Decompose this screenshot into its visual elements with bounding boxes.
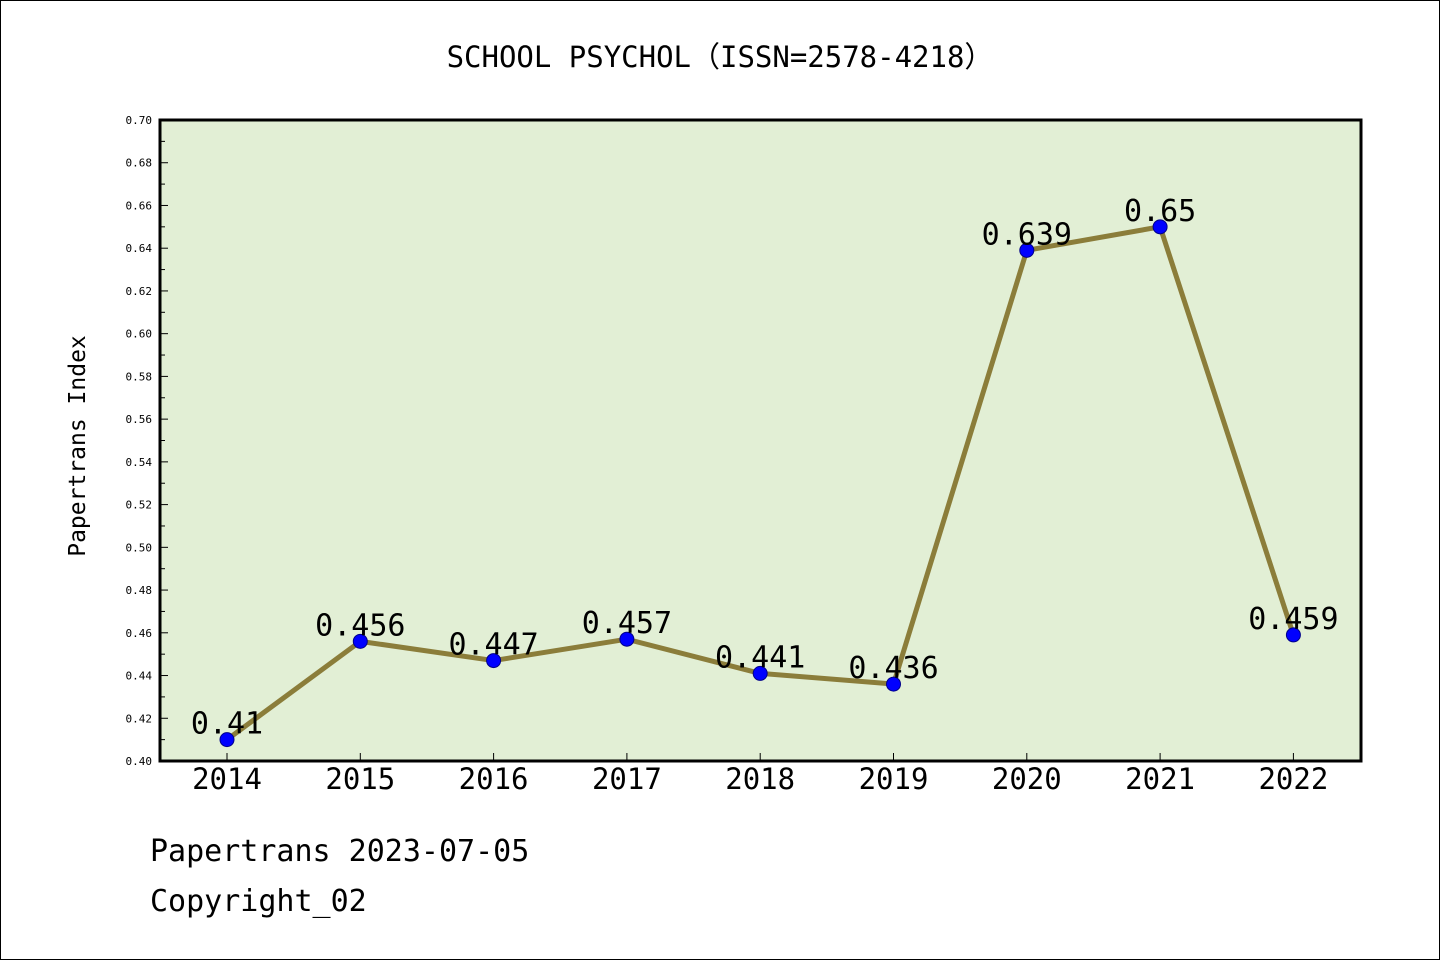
y-tick-label: 0.50 xyxy=(126,541,153,554)
y-axis-label: Papertrans Index xyxy=(65,335,91,557)
y-tick-label: 0.64 xyxy=(126,242,153,255)
y-tick-label: 0.48 xyxy=(126,584,153,597)
data-label: 0.41 xyxy=(191,707,263,742)
data-label: 0.459 xyxy=(1248,602,1338,637)
y-tick-label: 0.58 xyxy=(126,370,153,383)
x-tick-label: 2018 xyxy=(725,762,795,796)
data-label: 0.436 xyxy=(848,651,938,686)
data-label: 0.447 xyxy=(448,628,538,663)
data-point xyxy=(219,732,235,748)
data-labels: 0.41 0.456 0.447 0.457 0.441 0.436 0.639 0.65 0.… xyxy=(191,194,1339,742)
footer-copyright: Copyright_02 xyxy=(150,884,367,919)
x-tick-label: 2021 xyxy=(1125,762,1195,796)
data-point xyxy=(1152,219,1168,235)
data-label: 0.65 xyxy=(1124,194,1196,229)
data-point xyxy=(486,653,502,669)
y-tick-label: 0.60 xyxy=(126,328,153,341)
x-tick-label: 2015 xyxy=(325,762,395,796)
data-point xyxy=(1285,627,1301,643)
y-tick-label: 0.46 xyxy=(126,627,153,640)
y-tick-label: 0.40 xyxy=(126,755,153,768)
series-markers xyxy=(219,219,1301,748)
x-tick-label: 2017 xyxy=(592,762,662,796)
x-tick-label: 2020 xyxy=(992,762,1062,796)
chart-title: SCHOOL PSYCHOL（ISSN=2578-4218） xyxy=(447,40,994,74)
y-axis: 0.40 0.42 0.44 0.46 0.48 0.50 0.52 0.54 0.56 0.58… xyxy=(126,114,168,768)
y-tick-label: 0.44 xyxy=(126,670,153,683)
data-point xyxy=(1019,242,1035,258)
y-tick-label: 0.42 xyxy=(126,712,153,725)
y-tick-label: 0.54 xyxy=(126,456,153,469)
x-tick-label: 2016 xyxy=(459,762,529,796)
x-axis: 2014 2015 2016 2017 2018 2019 2020 2021 2022 xyxy=(192,753,1328,796)
data-point xyxy=(886,676,901,692)
y-tick-label: 0.66 xyxy=(126,199,153,212)
y-tick-label: 0.62 xyxy=(126,285,153,298)
data-label: 0.441 xyxy=(715,640,805,675)
data-point xyxy=(352,633,368,649)
data-point xyxy=(752,665,768,681)
x-tick-label: 2019 xyxy=(859,762,929,796)
y-tick-label: 0.52 xyxy=(126,499,153,512)
data-label: 0.639 xyxy=(982,217,1072,252)
x-tick-label: 2022 xyxy=(1258,762,1328,796)
data-label: 0.457 xyxy=(582,606,672,641)
y-tick-label: 0.70 xyxy=(126,114,153,127)
y-tick-label: 0.56 xyxy=(126,413,153,426)
x-tick-label: 2014 xyxy=(192,762,262,796)
data-label: 0.456 xyxy=(315,608,405,643)
y-tick-label: 0.68 xyxy=(126,157,153,170)
footer-date: Papertrans 2023-07-05 xyxy=(150,834,530,869)
data-point xyxy=(619,631,635,647)
